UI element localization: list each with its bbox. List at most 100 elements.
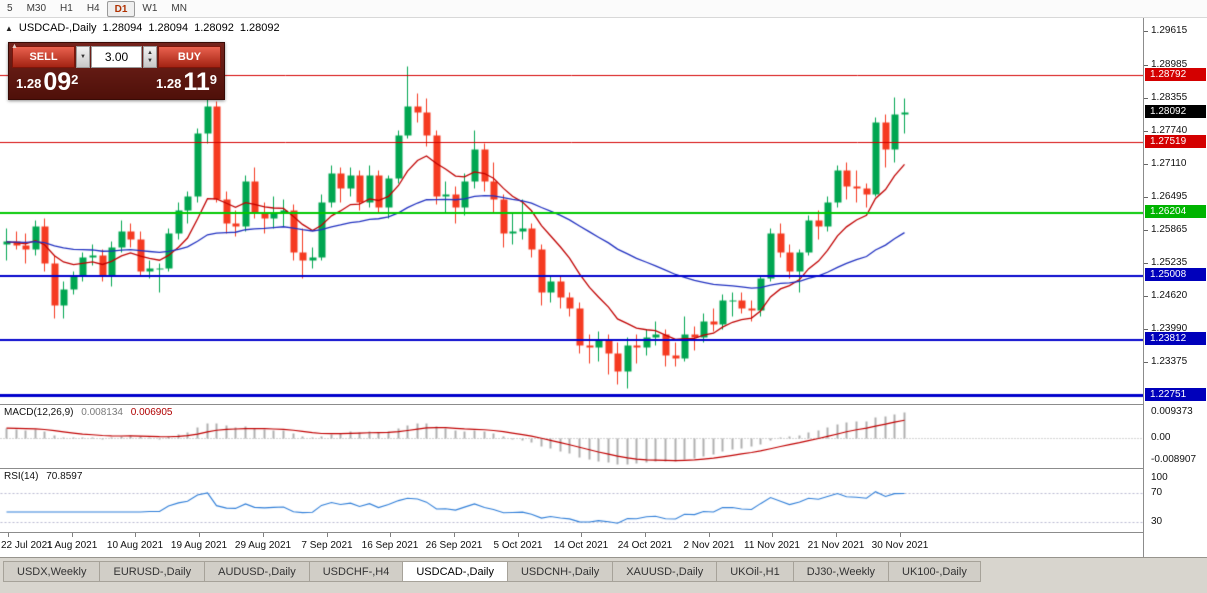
- date-axis-label: 5 Oct 2021: [493, 540, 543, 551]
- macd-signal-value: 0.006905: [130, 407, 173, 418]
- date-axis-label: 14 Oct 2021: [553, 540, 609, 551]
- volume-input[interactable]: 3.00: [91, 46, 142, 68]
- tab-ukoil-h1[interactable]: UKOil-,H1: [717, 561, 794, 582]
- buy-price: 1.28 11 9: [156, 68, 217, 97]
- date-axis-label: 16 Sep 2021: [361, 540, 419, 551]
- macd-label: MACD(12,26,9) 0.008134 0.006905: [4, 407, 177, 418]
- date-axis-tickmark: [836, 533, 837, 537]
- sell-price-prefix: 1.28: [16, 76, 42, 91]
- chart-tab-bar: USDX,Weekly EURUSD-,Daily AUDUSD-,Daily USD…: [0, 557, 1207, 593]
- date-axis-label: 1 Aug 2021: [46, 540, 98, 551]
- sell-button[interactable]: SELL: [12, 46, 75, 68]
- tab-xauusd-daily[interactable]: XAUUSD-,Daily: [613, 561, 718, 582]
- price-tag-1.23812: 1.23812: [1145, 332, 1206, 345]
- volume-dropdown-icon[interactable]: ▼: [76, 46, 90, 68]
- timeframe-button-w1[interactable]: W1: [142, 2, 158, 14]
- rsi-value: 70.8597: [46, 471, 83, 482]
- price-axis-tickmark: [1144, 230, 1148, 231]
- price-axis-label: 1.25235: [1151, 257, 1188, 268]
- timeframe-button-h1[interactable]: H1: [60, 2, 73, 14]
- one-click-trading-panel: ▲ SELL ▼ 3.00 ▲ ▼ BUY 1.28 09 2: [8, 42, 225, 100]
- macd-main-value: 0.008134: [81, 407, 123, 418]
- buy-price-pips: 11: [183, 68, 210, 96]
- price-tag-1.28092: 1.28092: [1145, 105, 1206, 118]
- price-axis-tickmark: [1144, 65, 1148, 66]
- rsi-axis-label: 100: [1151, 472, 1168, 483]
- ohlc-low: 1.28092: [194, 22, 234, 34]
- macd-canvas[interactable]: [0, 405, 1143, 468]
- tab-usdcad-daily[interactable]: USDCAD-,Daily: [403, 561, 508, 582]
- chart-plot-area: ▲ USDCAD-,Daily 1.28094 1.28094 1.28092 …: [0, 18, 1143, 557]
- price-axis-label: 1.28985: [1151, 59, 1188, 70]
- price-axis-label: 1.25865: [1151, 224, 1188, 235]
- date-axis-tickmark: [454, 533, 455, 537]
- tab-eurusd-daily[interactable]: EURUSD-,Daily: [100, 561, 206, 582]
- date-axis-label: 7 Sep 2021: [301, 540, 353, 551]
- rsi-axis-label: 30: [1151, 516, 1163, 527]
- date-axis-tickmark: [263, 533, 264, 537]
- price-axis-label: 1.26495: [1151, 191, 1188, 202]
- rsi-name: RSI(14): [4, 471, 39, 482]
- buy-price-prefix: 1.28: [156, 76, 182, 91]
- volume-stepper[interactable]: ▲ ▼: [143, 46, 157, 68]
- stepper-up-icon[interactable]: ▲: [147, 50, 153, 56]
- stepper-down-icon[interactable]: ▼: [147, 58, 153, 64]
- date-axis-tickmark: [390, 533, 391, 537]
- buy-price-point: 9: [209, 72, 217, 87]
- sell-price: 1.28 09 2: [16, 68, 78, 97]
- price-axis[interactable]: 1.29615 1.28985 1.28355 1.27740 1.27110 1.264…: [1143, 18, 1207, 557]
- date-axis-tickmark: [72, 533, 73, 537]
- date-axis-label: 22 Jul 2021: [1, 540, 53, 551]
- date-axis-tickmark: [518, 533, 519, 537]
- price-axis-label: 1.29615: [1151, 25, 1188, 36]
- timeframe-button-m30[interactable]: M30: [26, 2, 47, 14]
- price-tag-1.26204: 1.26204: [1145, 205, 1206, 218]
- date-axis-tickmark: [645, 533, 646, 537]
- rsi-panel[interactable]: RSI(14) 70.8597: [0, 468, 1143, 532]
- tab-dj30-weekly[interactable]: DJ30-,Weekly: [793, 561, 890, 582]
- buy-button[interactable]: BUY: [158, 46, 221, 68]
- timeframe-button-5[interactable]: 5: [7, 2, 13, 14]
- date-axis-tickmark: [581, 533, 582, 537]
- tab-uk100-daily[interactable]: UK100-,Daily: [889, 561, 981, 582]
- date-axis-tickmark: [199, 533, 200, 537]
- date-axis-label: 10 Aug 2021: [106, 540, 164, 551]
- sell-price-point: 2: [71, 72, 79, 87]
- ohlc-open: 1.28094: [102, 22, 143, 34]
- collapse-icon[interactable]: ▲: [5, 24, 13, 33]
- timeframe-button-d1[interactable]: D1: [106, 0, 136, 17]
- sell-price-pips: 09: [43, 68, 72, 96]
- tab-usdx-weekly[interactable]: USDX,Weekly: [3, 561, 101, 582]
- price-axis-tickmark: [1144, 296, 1148, 297]
- macd-panel[interactable]: MACD(12,26,9) 0.008134 0.006905: [0, 404, 1143, 468]
- date-axis-tickmark: [327, 533, 328, 537]
- date-axis-label: 21 Nov 2021: [807, 540, 865, 551]
- timeframe-button-h4[interactable]: H4: [86, 2, 100, 14]
- price-axis-label: 1.23375: [1151, 356, 1188, 367]
- price-tag-1.28792: 1.28792: [1145, 68, 1206, 81]
- price-axis-tickmark: [1144, 263, 1148, 264]
- date-axis-label: 29 Aug 2021: [234, 540, 292, 551]
- date-axis-tickmark: [135, 533, 136, 537]
- macd-name: MACD(12,26,9): [4, 407, 74, 418]
- rsi-axis-label: 70: [1151, 487, 1163, 498]
- date-axis-tickmark: [900, 533, 901, 537]
- symbol-label: USDCAD-,Daily: [18, 22, 97, 34]
- chart-title-ohlc: ▲ USDCAD-,Daily 1.28094 1.28094 1.28092 …: [5, 22, 280, 35]
- tab-usdchf-h4[interactable]: USDCHF-,H4: [309, 561, 404, 582]
- date-axis[interactable]: 22 Jul 2021 1 Aug 2021 10 Aug 2021 19 Aug 2…: [0, 532, 1143, 557]
- price-axis-tickmark: [1144, 31, 1148, 32]
- ohlc-high: 1.28094: [148, 22, 189, 34]
- tab-usdcnh-daily[interactable]: USDCNH-,Daily: [507, 561, 614, 582]
- timeframe-button-mn[interactable]: MN: [171, 2, 187, 14]
- ohlc-close: 1.28092: [239, 22, 280, 34]
- price-axis-label: 1.23990: [1151, 323, 1188, 334]
- tab-audusd-daily[interactable]: AUDUSD-,Daily: [205, 561, 310, 582]
- date-axis-label: 24 Oct 2021: [617, 540, 673, 551]
- rsi-canvas[interactable]: [0, 469, 1143, 532]
- price-axis-tickmark: [1144, 131, 1148, 132]
- price-axis-tickmark: [1144, 164, 1148, 165]
- date-axis-tickmark: [8, 533, 9, 537]
- panel-collapse-icon[interactable]: ▲: [11, 43, 18, 50]
